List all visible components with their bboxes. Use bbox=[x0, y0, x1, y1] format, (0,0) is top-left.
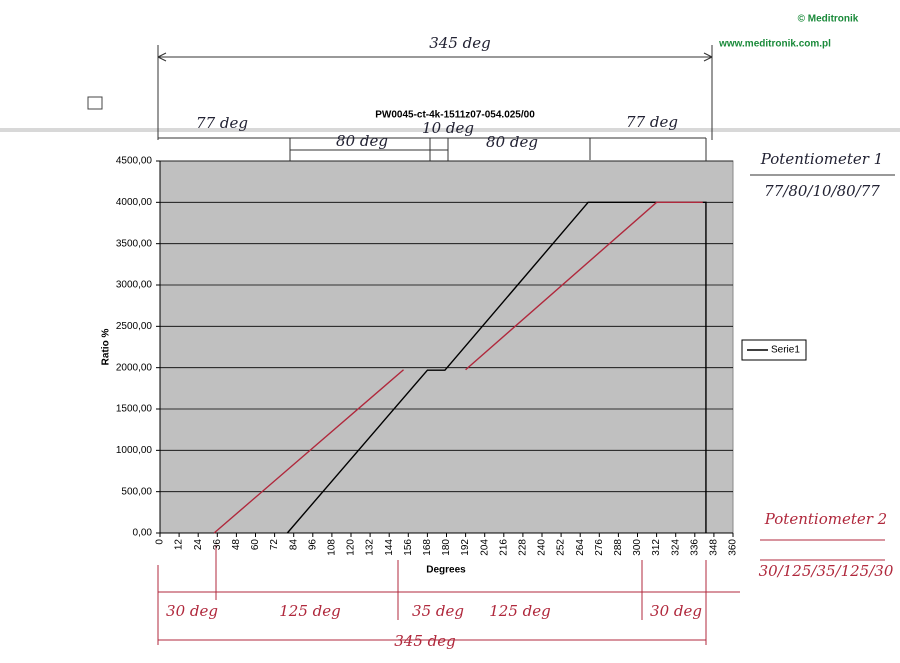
pot2-underline bbox=[760, 539, 885, 561]
y-tick-label: 3500,00 bbox=[116, 238, 153, 249]
x-tick-label: 240 bbox=[537, 539, 548, 556]
handwritten-note: 77 deg bbox=[626, 113, 678, 131]
toolbar-icon bbox=[87, 96, 103, 110]
x-tick-label: 336 bbox=[689, 539, 700, 556]
x-tick-label: 144 bbox=[384, 539, 395, 556]
bottom-dimension bbox=[157, 545, 740, 645]
handwritten-note: 35 deg bbox=[412, 602, 464, 620]
y-axis-label: Ratio % bbox=[101, 329, 112, 366]
x-tick-label: 300 bbox=[632, 539, 643, 556]
handwritten-note: 30/125/35/125/30 bbox=[759, 562, 894, 580]
y-tick-label: 1000,00 bbox=[116, 445, 153, 456]
x-tick-label: 216 bbox=[498, 539, 509, 556]
x-tick-label: 72 bbox=[269, 539, 280, 551]
handwritten-note: 77 deg bbox=[196, 114, 248, 132]
x-tick-label: 192 bbox=[460, 539, 471, 556]
legend-box bbox=[741, 339, 807, 361]
series-line bbox=[213, 201, 703, 534]
handwritten-note: 30 deg bbox=[650, 602, 702, 620]
handwritten-note: 345 deg bbox=[394, 632, 455, 650]
x-tick-label: 276 bbox=[594, 539, 605, 556]
chart-title: PW0045-ct-4k-1511z07-054.025/00 bbox=[375, 110, 535, 121]
x-tick-label: 348 bbox=[709, 539, 720, 556]
x-tick-label: 0 bbox=[155, 539, 166, 545]
handwritten-note: 80 deg bbox=[336, 132, 388, 150]
handwritten-note: 80 deg bbox=[486, 133, 538, 151]
series-line bbox=[286, 201, 707, 534]
y-tick-label: 4500,00 bbox=[116, 156, 153, 167]
x-tick-label: 84 bbox=[288, 539, 299, 551]
x-tick-label: 120 bbox=[346, 539, 357, 556]
handwritten-note: 345 deg bbox=[429, 34, 490, 52]
x-tick-label: 288 bbox=[613, 539, 624, 556]
x-tick-label: 312 bbox=[651, 539, 662, 556]
y-tick-label: 3000,00 bbox=[116, 280, 153, 291]
x-tick-label: 36 bbox=[212, 539, 223, 551]
x-tick-label: 324 bbox=[670, 539, 681, 556]
plot-area bbox=[159, 160, 734, 534]
handwritten-note: 125 deg bbox=[489, 602, 550, 620]
scan-band bbox=[0, 128, 900, 132]
handwritten-note: Potentiometer 2 bbox=[764, 510, 887, 528]
x-tick-label: 180 bbox=[441, 539, 452, 556]
x-tick-label: 48 bbox=[231, 539, 242, 551]
y-tick-label: 500,00 bbox=[121, 486, 152, 497]
website: www.meditronik.com.pl bbox=[718, 39, 831, 50]
handwritten-note: 77/80/10/80/77 bbox=[764, 182, 880, 200]
x-axis-label: Degrees bbox=[426, 565, 466, 576]
x-tick-label: 264 bbox=[575, 539, 586, 556]
x-tick-label: 228 bbox=[518, 539, 529, 556]
top-dimension bbox=[157, 45, 713, 140]
handwritten-note: Potentiometer 1 bbox=[760, 150, 883, 168]
x-tick-label: 132 bbox=[365, 539, 376, 556]
handwritten-note: 30 deg bbox=[166, 602, 218, 620]
x-tick-label: 360 bbox=[728, 539, 739, 556]
x-tick-label: 156 bbox=[403, 539, 414, 556]
y-tick-label: 0,00 bbox=[133, 528, 153, 539]
segment-dimension bbox=[158, 137, 707, 165]
x-tick-label: 24 bbox=[193, 539, 204, 551]
x-tick-label: 60 bbox=[250, 539, 261, 551]
x-tick-label: 168 bbox=[422, 539, 433, 556]
x-tick-label: 96 bbox=[307, 539, 318, 551]
handwritten-note: 125 deg bbox=[279, 602, 340, 620]
y-tick-label: 2000,00 bbox=[116, 362, 153, 373]
legend-label: Serie1 bbox=[771, 345, 800, 356]
handwritten-note: 10 deg bbox=[422, 119, 474, 137]
x-tick-label: 12 bbox=[174, 539, 185, 551]
y-tick-label: 1500,00 bbox=[116, 404, 153, 415]
copyright: © Meditronik bbox=[798, 14, 859, 25]
x-tick-label: 252 bbox=[556, 539, 567, 556]
x-tick-label: 108 bbox=[327, 539, 338, 556]
dimension-lines bbox=[157, 45, 895, 645]
y-tick-label: 4000,00 bbox=[116, 197, 153, 208]
y-tick-label: 2500,00 bbox=[116, 321, 153, 332]
x-tick-label: 204 bbox=[479, 539, 490, 556]
